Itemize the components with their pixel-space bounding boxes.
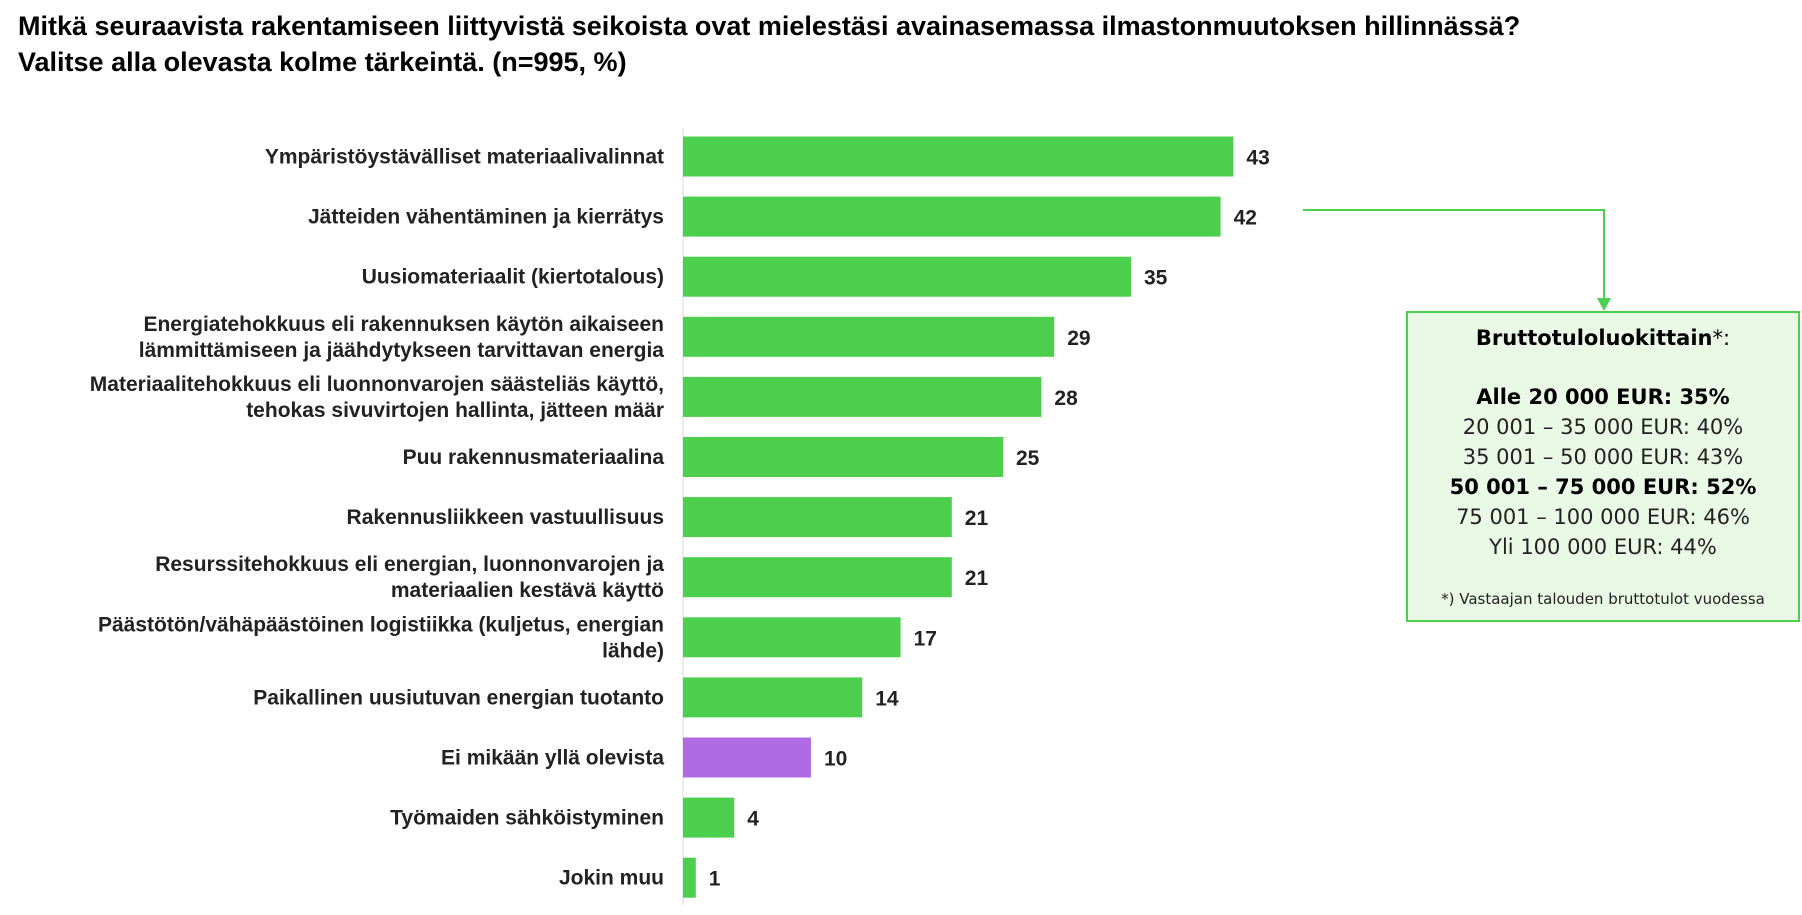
category-label-line: lämmittämiseen ja jäähdytykseen tarvitta… — [139, 339, 665, 362]
category-label-line: Paikallinen uusiutuvan energian tuotanto — [253, 686, 664, 709]
category-label: Resurssitehokkuus eli energian, luonnonv… — [155, 553, 664, 602]
income-rows: Alle 20 000 EUR: 35% 20 001 – 35 000 EUR… — [1408, 382, 1798, 562]
data-label: 21 — [965, 507, 989, 530]
category-label: Rakennusliikkeen vastuullisuus — [347, 506, 664, 529]
income-box-title: Bruttotuloluokittain*: — [1408, 324, 1798, 352]
bar — [683, 797, 735, 838]
category-label-line: materiaalien kestävä käyttö — [391, 579, 664, 602]
bar — [683, 256, 1131, 297]
data-label: 10 — [824, 748, 847, 771]
data-label: 35 — [1144, 267, 1168, 290]
income-row: 75 001 – 100 000 EUR: 46% — [1456, 505, 1750, 529]
data-label: 43 — [1246, 147, 1269, 170]
category-label: Puu rakennusmateriaalina — [403, 446, 665, 469]
data-label: 1 — [709, 868, 721, 891]
data-label: 4 — [747, 808, 759, 831]
category-label-line: Resurssitehokkuus eli energian, luonnonv… — [155, 553, 664, 576]
category-label-line: Työmaiden sähköistyminen — [390, 807, 664, 830]
category-label-line: Energiatehokkuus eli rakennuksen käytön … — [143, 313, 664, 336]
bar — [683, 136, 1234, 177]
chart-title: Mitkä seuraavista rakentamiseen liittyvi… — [18, 8, 1778, 80]
category-label-line: Ympäristöystävälliset materiaalivalinnat — [265, 146, 664, 169]
data-label: 14 — [875, 687, 899, 710]
bar — [683, 316, 1055, 357]
category-label-line: Uusiomateriaalit (kiertotalous) — [362, 266, 664, 289]
category-label-line: lähde) — [602, 639, 664, 662]
category-label-line: Ei mikään yllä olevista — [441, 747, 664, 770]
category-label: Työmaiden sähköistyminen — [390, 807, 664, 830]
chart-title-line-2: Valitse alla olevasta kolme tärkeintä. (… — [18, 47, 627, 77]
data-label: 17 — [914, 627, 937, 650]
category-label: Ei mikään yllä olevista — [441, 747, 664, 770]
category-label-line: Puu rakennusmateriaalina — [403, 446, 665, 469]
category-label-line: Jätteiden vähentäminen ja kierrätys — [308, 206, 664, 229]
data-label: 21 — [965, 567, 989, 590]
category-label: Uusiomateriaalit (kiertotalous) — [362, 266, 664, 289]
income-row: 35 001 – 50 000 EUR: 43% — [1462, 445, 1744, 469]
callout-arrow-head — [1597, 298, 1611, 311]
bars-layer: 43 Ympäristöystävälliset materiaalivalinn… — [90, 136, 1270, 898]
bar — [683, 376, 1042, 417]
category-label-line: Rakennusliikkeen vastuullisuus — [347, 506, 664, 529]
category-label-line: Materiaalitehokkuus eli luonnonvarojen s… — [90, 373, 664, 396]
category-label-line: tehokas sivuvirtojen hallinta, jätteen m… — [246, 399, 664, 422]
category-label: Materiaalitehokkuus eli luonnonvarojen s… — [90, 373, 664, 422]
income-row: Alle 20 000 EUR: 35% — [1476, 385, 1730, 409]
bar — [683, 437, 1003, 477]
income-box-title-bold: Bruttotuloluokittain — [1475, 326, 1713, 350]
bar — [683, 196, 1221, 237]
bar — [683, 557, 952, 598]
category-label: Jätteiden vähentäminen ja kierrätys — [308, 206, 664, 229]
data-label: 25 — [1016, 447, 1040, 470]
category-label-line: Päästötön/vähäpäästöinen logistiikka (ku… — [98, 613, 664, 636]
income-row: 50 001 – 75 000 EUR: 52% — [1449, 475, 1757, 499]
income-breakdown-box: Bruttotuloluokittain*: Alle 20 000 EUR: … — [1406, 311, 1800, 622]
category-label-line: Jokin muu — [559, 867, 664, 890]
data-label: 28 — [1054, 387, 1078, 410]
chart-title-line-1: Mitkä seuraavista rakentamiseen liittyvi… — [18, 11, 1521, 41]
category-label: Päästötön/vähäpäästöinen logistiikka (ku… — [98, 613, 664, 662]
bar — [683, 737, 811, 778]
bar — [683, 857, 696, 898]
category-label: Paikallinen uusiutuvan energian tuotanto — [253, 686, 664, 709]
callout-connector-line — [1303, 209, 1605, 300]
data-label: 42 — [1234, 207, 1257, 230]
income-row: 20 001 – 35 000 EUR: 40% — [1462, 415, 1744, 439]
income-row: Yli 100 000 EUR: 44% — [1489, 535, 1717, 559]
category-label: Ympäristöystävälliset materiaalivalinnat — [265, 146, 664, 169]
income-box-footnote: *) Vastaajan talouden bruttotulot vuodes… — [1441, 590, 1765, 608]
bar — [683, 617, 901, 658]
bar — [683, 497, 952, 538]
category-label: Energiatehokkuus eli rakennuksen käytön … — [139, 313, 665, 362]
bar — [683, 677, 863, 718]
income-box-title-suffix: *: — [1712, 326, 1731, 350]
data-label: 29 — [1067, 327, 1090, 350]
category-label: Jokin muu — [559, 867, 664, 890]
